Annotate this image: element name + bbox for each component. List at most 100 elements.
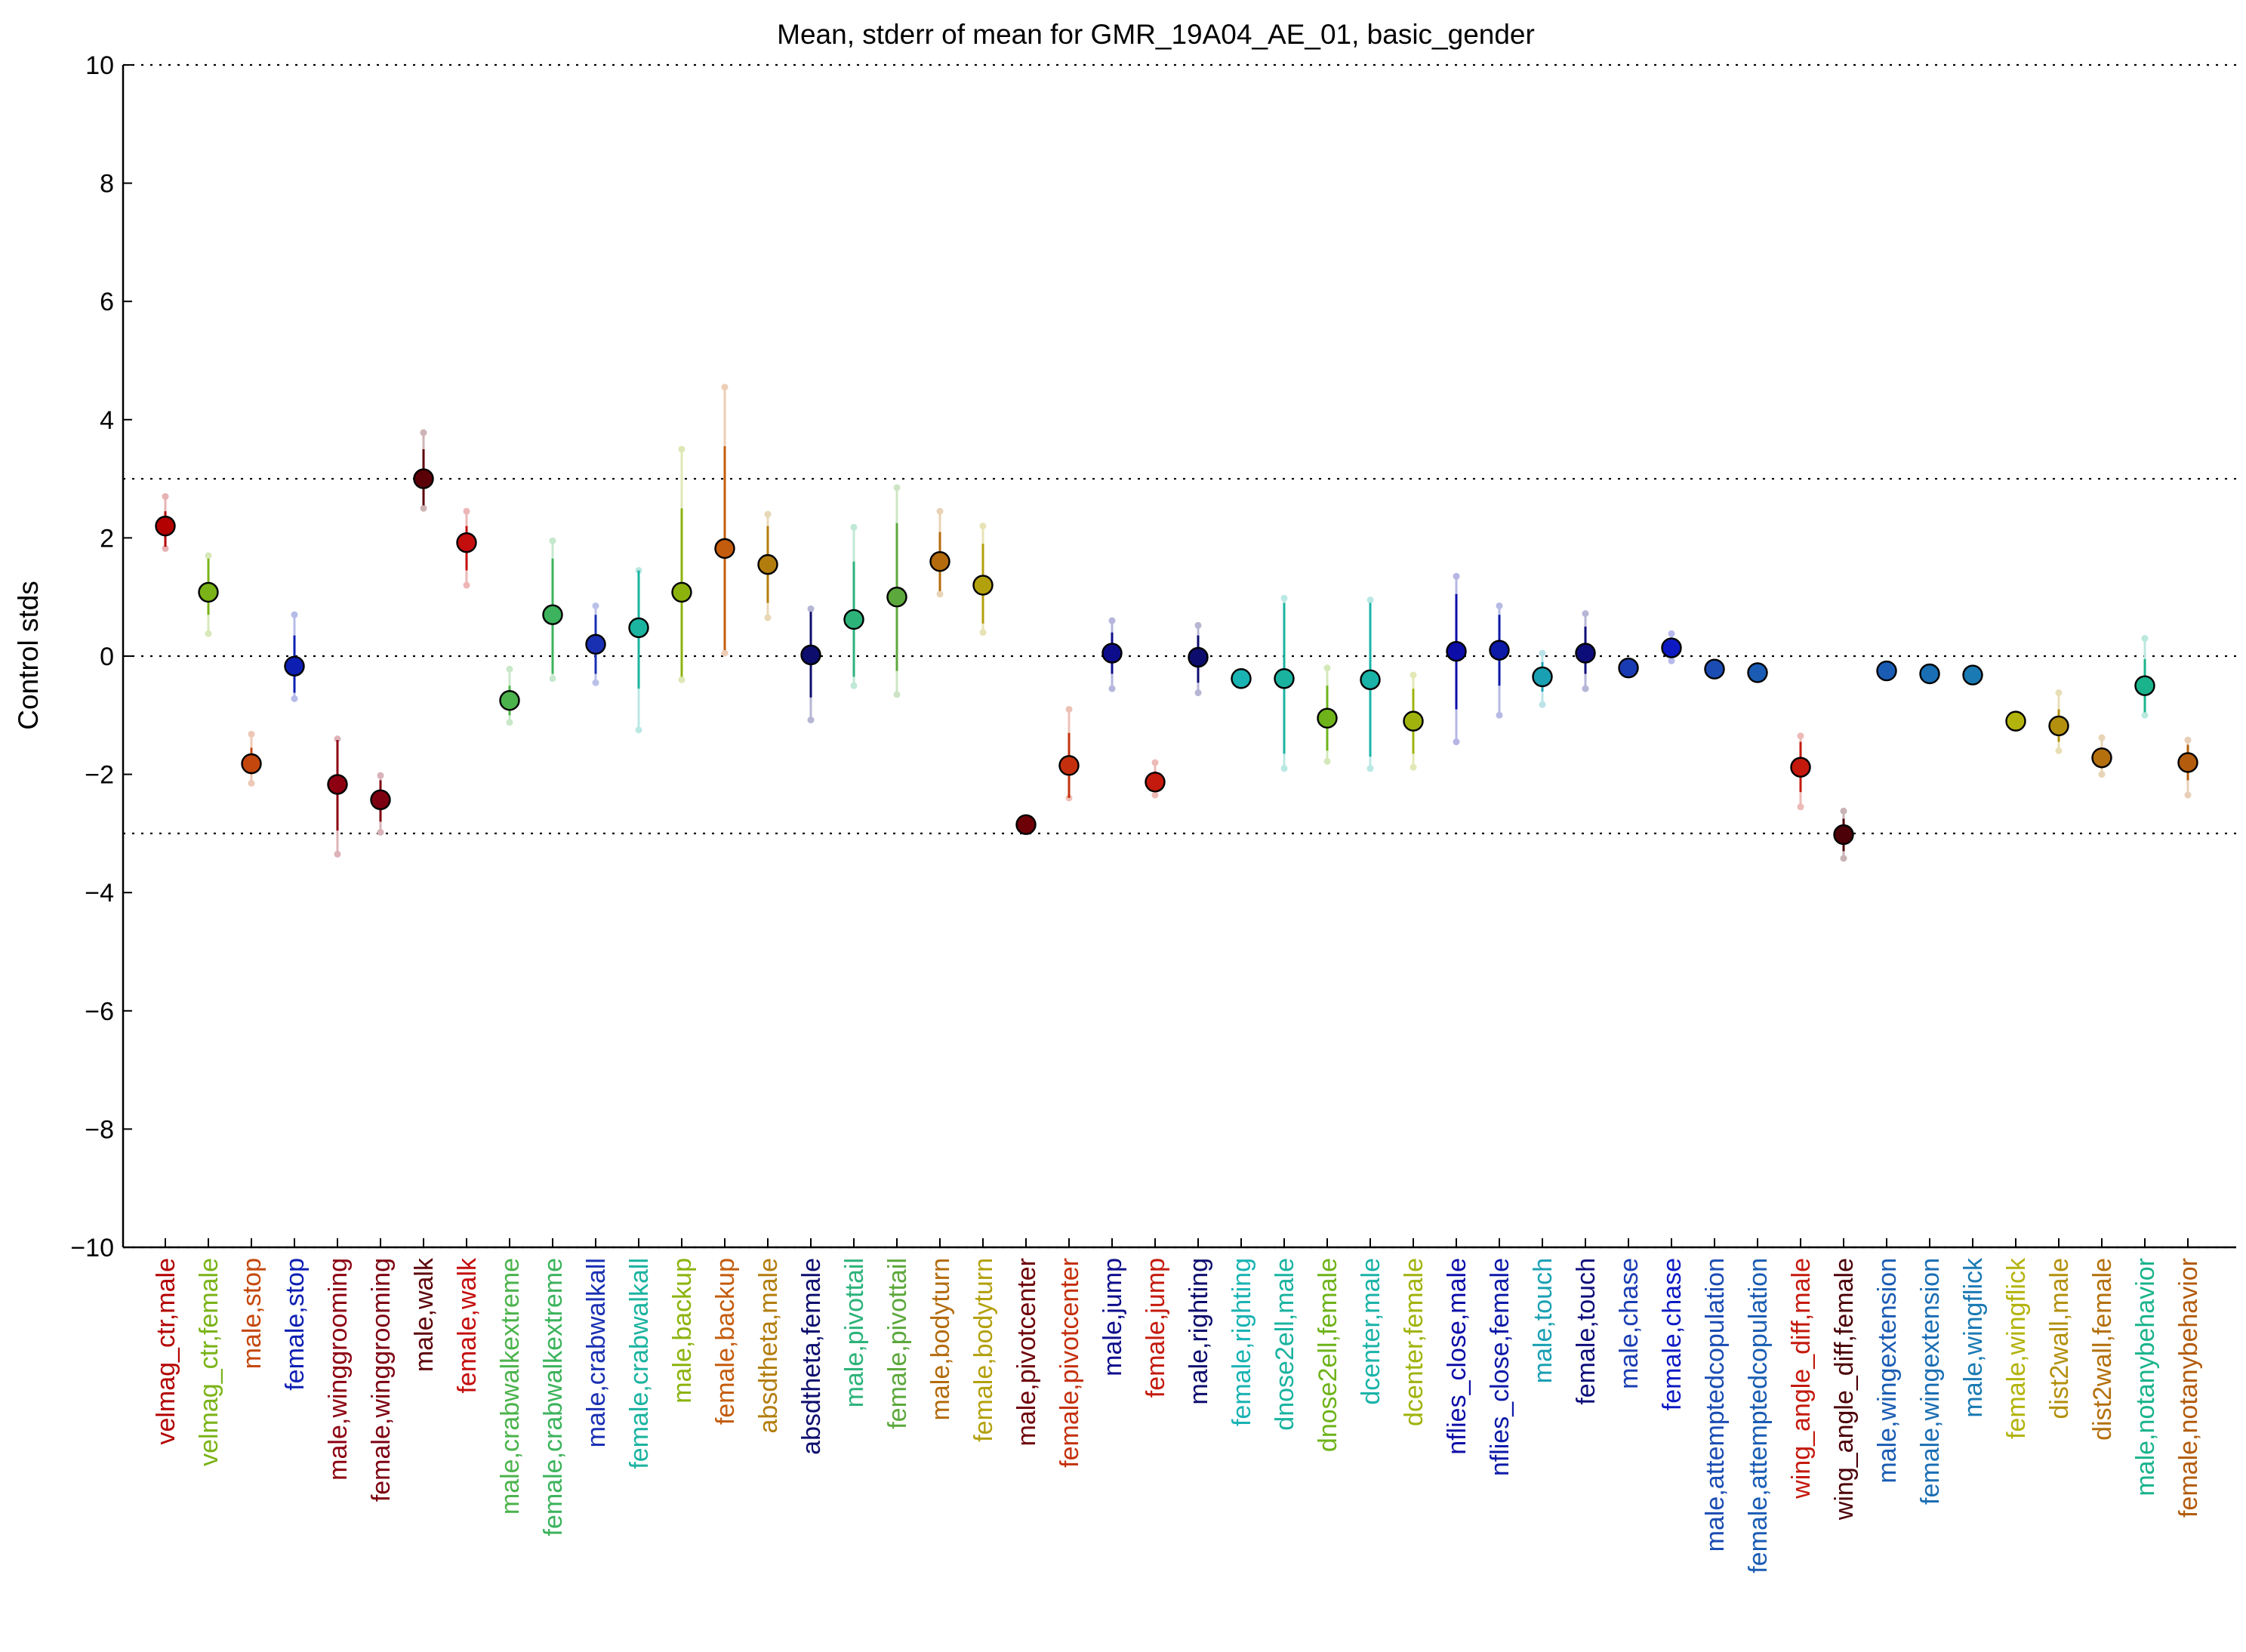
range-end-dot [1496,602,1503,609]
mean-marker [284,655,305,677]
category-label: dcenter,male [1357,1258,1385,1405]
mean-marker [370,789,391,810]
category-label: female,bodyturn [969,1258,998,1442]
mean-marker [972,575,994,596]
category-label: male,backup [668,1258,697,1404]
range-end-dot [678,445,686,453]
mean-marker [2177,752,2198,773]
category-label: female,wingextension [1916,1258,1945,1505]
y-tick-label: −10 [70,1234,114,1262]
range-end-dot [1539,701,1546,708]
range-end-dot [1840,807,1847,815]
mean-markers [155,468,2198,846]
range-end-dot [248,779,255,787]
reference-lines [123,63,2236,1249]
axes: −10 −8 −6 −4 −2 0 2 4 6 8 10 [70,51,2236,1262]
range-end-dot [1840,855,1847,862]
range-end-dot [420,429,427,436]
mean-marker [1274,668,1295,689]
mean-marker [1575,643,1596,664]
mean-marker [2134,675,2155,696]
category-label: absdtheta,male [754,1258,783,1434]
mean-marker [1403,710,1424,732]
mean-marker [1317,707,1338,729]
range-end-dot [2055,747,2063,754]
range-end-dot [162,493,169,501]
range-end-dot [463,581,470,589]
category-label: velmag_ctr,male [152,1258,180,1445]
range-end-dot [2098,734,2106,741]
category-label: male,jump [1098,1258,1127,1376]
mean-marker [757,553,778,575]
category-label: female,chase [1658,1258,1687,1410]
category-label: male,pivotcenter [1012,1258,1041,1446]
range-end-dot [721,649,729,657]
mean-marker [327,774,348,795]
chart-title: Mean, stderr of mean for GMR_19A04_AE_01… [777,19,1535,50]
mean-marker [499,690,520,711]
category-label: nflies_close,male [1443,1258,1471,1455]
mean-marker [886,587,907,608]
category-label: female,winggrooming [367,1258,396,1502]
category-label: dnose2ell,male [1271,1258,1299,1431]
mean-marker [1015,814,1037,835]
category-label: wing_angle_diff,female [1830,1258,1859,1521]
category-label: male,stop [238,1258,267,1369]
range-end-dot [205,552,212,559]
mean-marker [1188,646,1209,668]
range-end-dot [1065,705,1073,713]
range-end-dot [1453,572,1460,580]
y-tick-label: 0 [100,643,114,671]
category-label: female,jump [1141,1258,1170,1398]
mean-marker [1532,666,1553,688]
range-end-dot [592,679,599,686]
mean-marker [1876,660,1897,682]
mean-marker [671,581,692,603]
mean-marker [2091,747,2112,769]
range-end-dot [162,544,169,552]
mean-marker [241,753,262,775]
y-tick-label: −8 [85,1115,114,1144]
mean-marker [1704,658,1725,680]
mean-marker [1790,757,1811,778]
range-end-dot [1668,630,1675,637]
category-label: female,walk [453,1257,482,1394]
mean-marker [2048,715,2069,737]
range-end-dot [248,730,255,738]
category-label: female,wingflick [2002,1257,2031,1439]
range-end-dot [1410,763,1417,771]
mean-marker [413,468,434,489]
mean-marker [1618,657,1639,679]
category-label: male,touch [1529,1258,1557,1383]
category-label: dcenter,female [1400,1258,1428,1426]
category-label: wing_angle_diff,male [1787,1258,1816,1499]
mean-marker [714,538,735,559]
y-tick-label: −2 [85,761,114,790]
category-label: absdtheta,female [797,1258,826,1455]
category-label: male,wingflick [1959,1257,1988,1418]
mean-marker [1101,643,1123,664]
range-end-dot [334,850,341,858]
range-end-dot [979,522,987,530]
mean-marker [1058,755,1080,776]
y-tick-label: 6 [100,288,114,316]
category-label: male,chase [1615,1258,1644,1389]
range-end-dot [463,507,470,515]
mean-marker [1489,640,1510,661]
y-tick-label: −6 [85,997,114,1026]
range-end-dot [2141,711,2149,719]
range-end-dot [1366,765,1374,772]
mean-marker [585,633,606,655]
mean-marker [2005,710,2026,732]
range-end-dot [334,735,341,743]
range-end-dot [291,695,298,702]
range-end-dot [549,675,556,683]
range-end-dot [549,537,556,544]
range-end-dot [1108,617,1116,624]
range-end-dot [2184,736,2192,744]
range-end-dot [1582,685,1589,692]
range-end-dot [1496,711,1503,719]
category-label: male,righting [1185,1258,1213,1405]
y-tick-label: 10 [85,51,114,80]
